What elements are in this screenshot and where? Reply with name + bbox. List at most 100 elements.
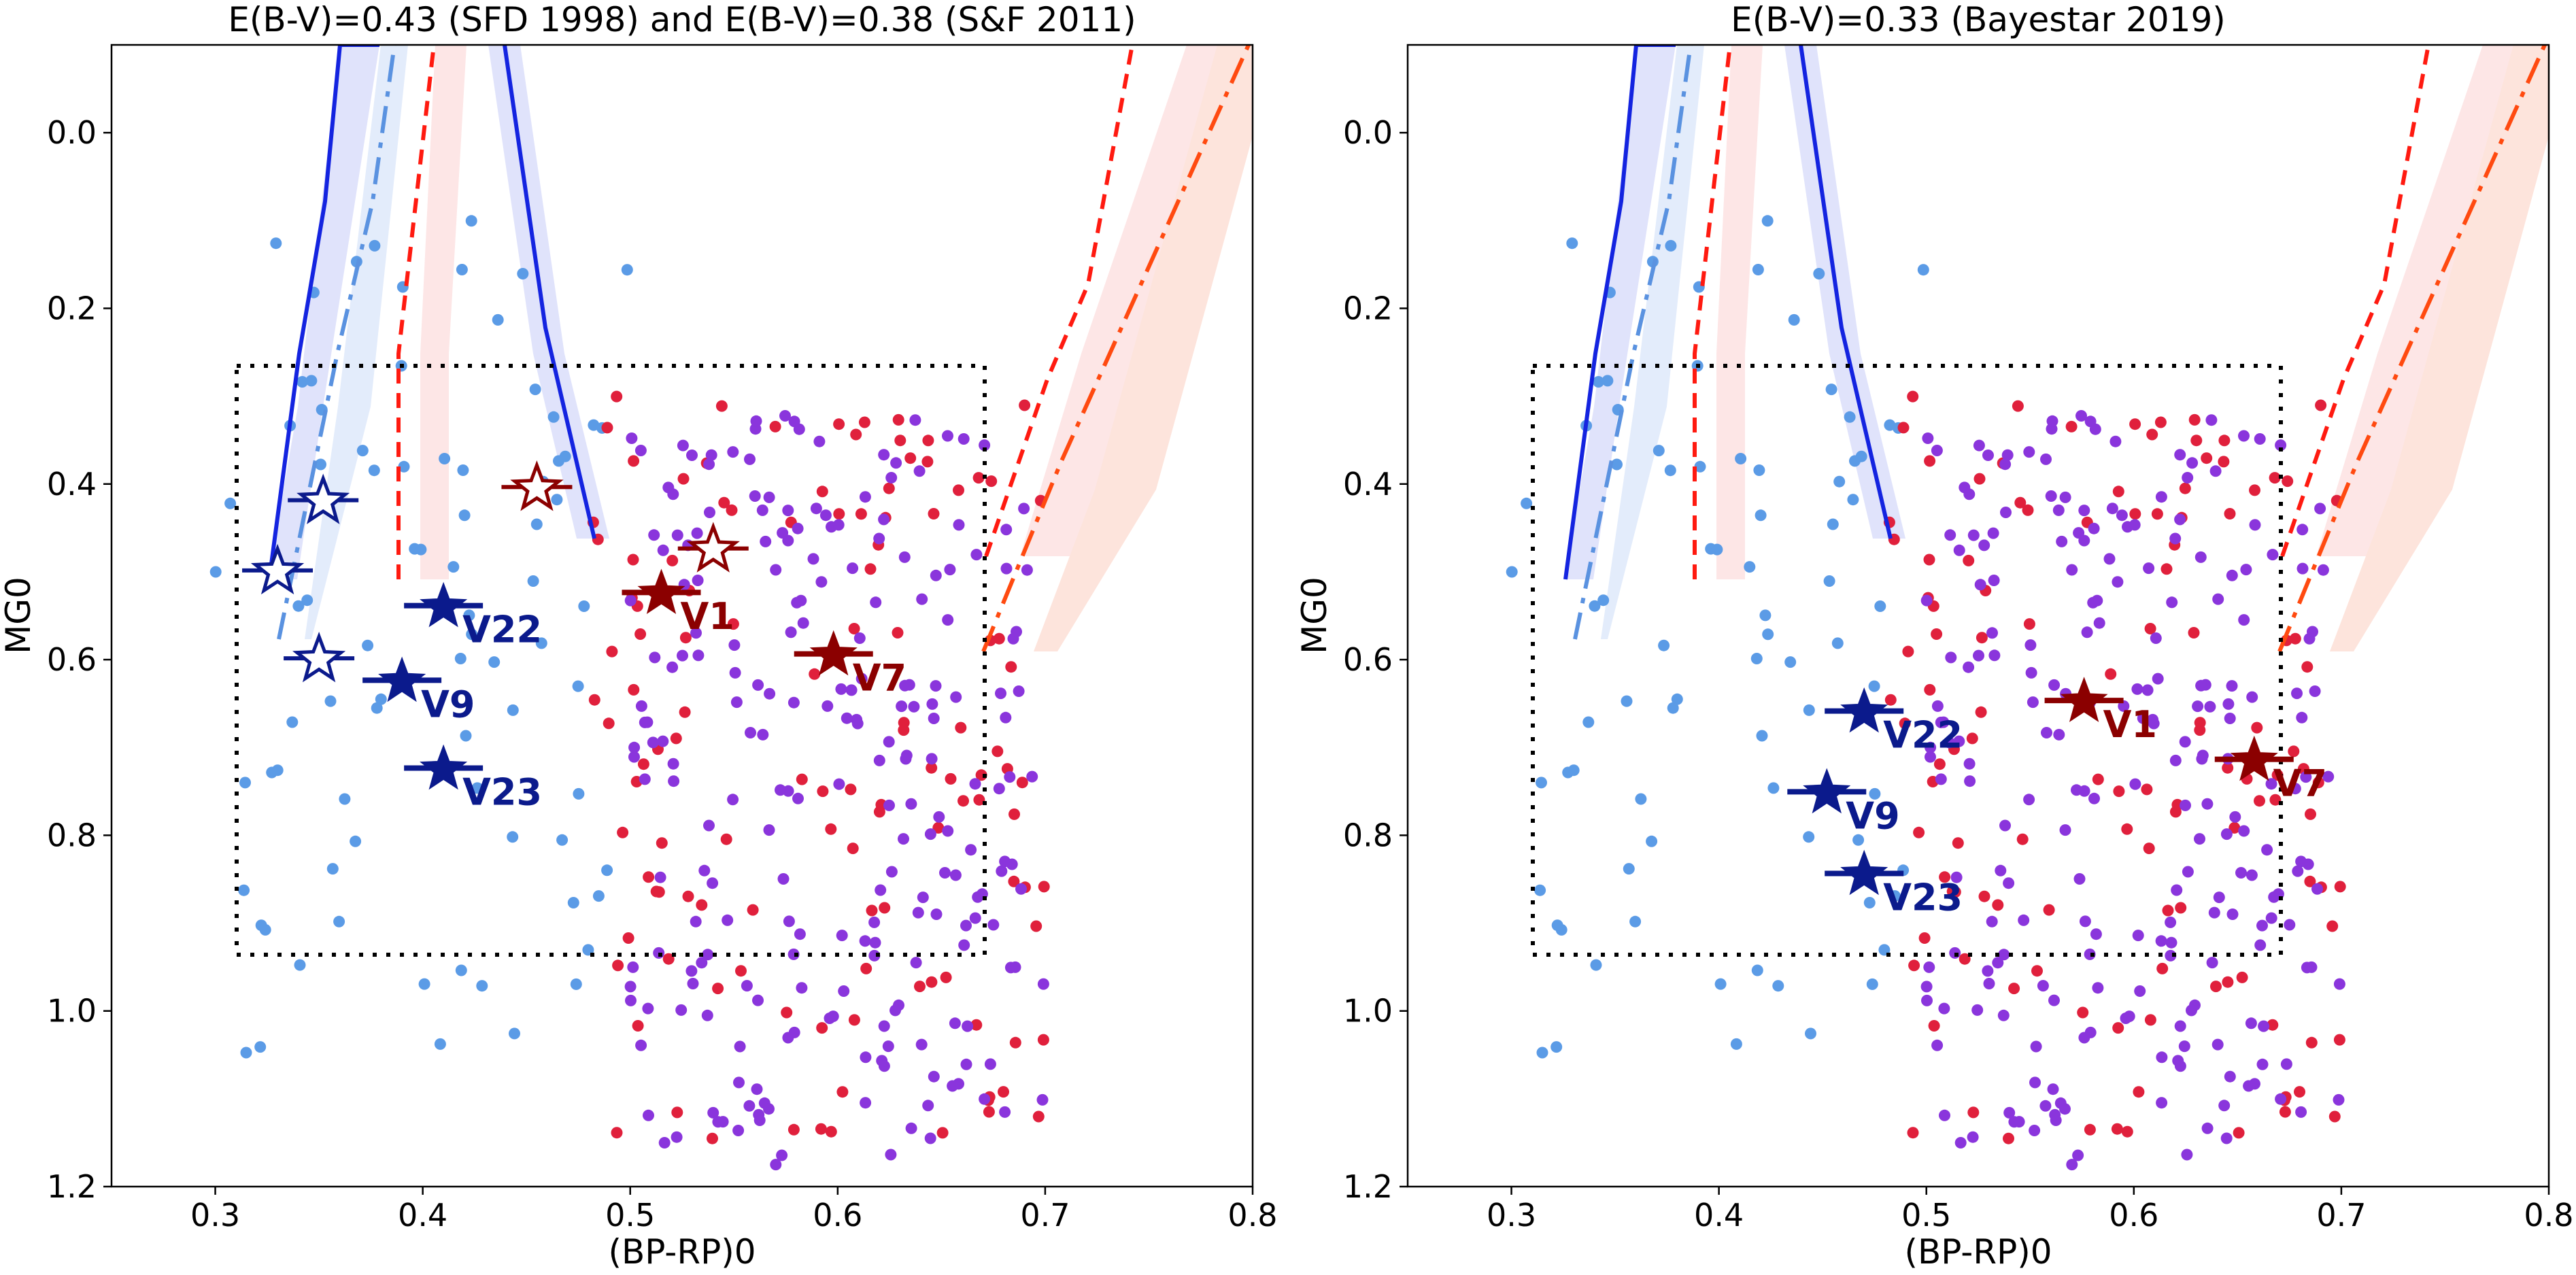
member-star-dot [1521, 497, 1533, 509]
member-star-dot [2059, 1103, 2071, 1115]
member-star-dot [1992, 957, 2004, 969]
member-star-dot [2222, 762, 2234, 774]
variable-star-label: V22 [1883, 714, 1963, 757]
member-star-dot [2265, 912, 2277, 924]
member-star-dot [779, 410, 791, 422]
member-star-dot [1933, 758, 1946, 770]
member-star-dot [2204, 700, 2216, 713]
member-star-dot [2008, 983, 2020, 995]
member-star-dot [832, 519, 845, 531]
member-star-dot [999, 1106, 1011, 1118]
member-star-dot [628, 741, 641, 753]
member-star-dot [454, 653, 467, 664]
member-star-dot [819, 509, 832, 522]
member-star-dot [787, 1123, 800, 1136]
panel-left: E(B-V)=0.43 (SFD 1998) and E(B-V)=0.38 (… [0, 0, 1278, 1272]
y-tick-label: 0.2 [1343, 290, 1393, 326]
member-star-dot [2201, 1122, 2214, 1134]
member-star-dot [240, 1047, 252, 1059]
member-star-dot [1000, 711, 1012, 724]
member-star-dot [904, 452, 917, 464]
member-star-dot [690, 627, 702, 639]
panel-left-frame [110, 44, 1254, 1188]
member-star-dot [1667, 702, 1679, 714]
variable-star-label: V22 [462, 609, 542, 651]
member-star-dot [992, 745, 1004, 758]
member-star-dot [2154, 416, 2167, 428]
member-star-dot [1907, 390, 1919, 403]
member-star-dot [2211, 1038, 2224, 1051]
member-star-dot [527, 575, 539, 587]
member-star-dot [1967, 1131, 1979, 1143]
member-star-dot [653, 886, 665, 898]
member-star-dot [1711, 543, 1723, 556]
member-star-dot [750, 415, 762, 427]
x-tick-label: 0.4 [398, 1197, 447, 1234]
member-star-dot [649, 651, 661, 664]
member-star-dot [2238, 614, 2250, 626]
member-star-dot [2174, 1020, 2186, 1032]
x-tick-label: 0.7 [1020, 1197, 1070, 1234]
member-star-dot [611, 1127, 623, 1139]
member-star-dot [949, 1017, 961, 1030]
member-star-dot [2016, 833, 2029, 845]
member-star-dot [957, 433, 970, 445]
y-tick-label: 0.6 [47, 641, 97, 678]
member-star-dot [556, 834, 569, 846]
x-tick-label: 0.7 [2316, 1197, 2366, 1234]
member-star-dot [2245, 869, 2258, 881]
member-star-dot [793, 423, 805, 435]
x-tick-label: 0.4 [1694, 1197, 1744, 1234]
member-star-dot [953, 519, 965, 531]
member-star-dot [2088, 792, 2100, 804]
member-star-dot [2218, 456, 2230, 468]
member-star-dot [535, 637, 547, 649]
member-star-dot [896, 700, 908, 713]
member-star-dot [2169, 532, 2182, 545]
member-star-dot [841, 712, 853, 724]
member-star-dot [791, 596, 803, 609]
x-tick-label: 0.3 [190, 1197, 240, 1234]
member-star-dot [1902, 645, 1914, 658]
panel-right-bands [1537, 45, 2549, 651]
member-star-dot [2046, 415, 2058, 427]
member-star-dot [642, 1002, 654, 1015]
member-star-dot [2131, 683, 2143, 695]
band-red-narrow [373, 45, 467, 579]
member-star-dot [466, 628, 478, 641]
member-star-dot [2279, 1106, 2291, 1118]
member-star-dot [868, 916, 881, 928]
member-star-dot [883, 799, 895, 811]
member-star-dot [2052, 504, 2065, 516]
member-star-dot [1730, 1038, 1742, 1050]
y-tick-label: 1.0 [1343, 993, 1393, 1030]
member-star-dot [926, 698, 938, 710]
x-tick-label: 0.8 [2524, 1197, 2573, 1234]
member-star-dot [2194, 833, 2205, 845]
member-star-dot [889, 1004, 901, 1017]
member-star-dot [668, 775, 680, 787]
member-star-dot [611, 390, 623, 403]
member-star-dot [2210, 981, 2222, 993]
member-star-dot [254, 1041, 267, 1053]
member-star-dot [2169, 754, 2182, 766]
member-star-dot [743, 1100, 756, 1112]
member-star-dot [507, 831, 519, 843]
y-tick-label: 0.0 [47, 114, 97, 151]
y-tick-label: 1.0 [47, 993, 97, 1030]
member-star-dot [955, 721, 967, 734]
member-star-dot [2087, 596, 2099, 609]
member-star-dot [1664, 464, 1676, 477]
member-star-dot [2075, 410, 2087, 422]
member-star-dot [815, 576, 828, 588]
member-star-dot [1986, 627, 1998, 639]
member-star-dot [2238, 825, 2250, 837]
member-star-dot [1949, 886, 1961, 898]
member-star-dot [1756, 730, 1768, 742]
member-star-dot [617, 826, 629, 838]
member-star-dot [732, 1125, 745, 1136]
member-star-dot [239, 777, 251, 789]
member-star-dot [601, 422, 613, 434]
member-star-dot [679, 706, 691, 718]
member-star-dot [987, 919, 1000, 931]
